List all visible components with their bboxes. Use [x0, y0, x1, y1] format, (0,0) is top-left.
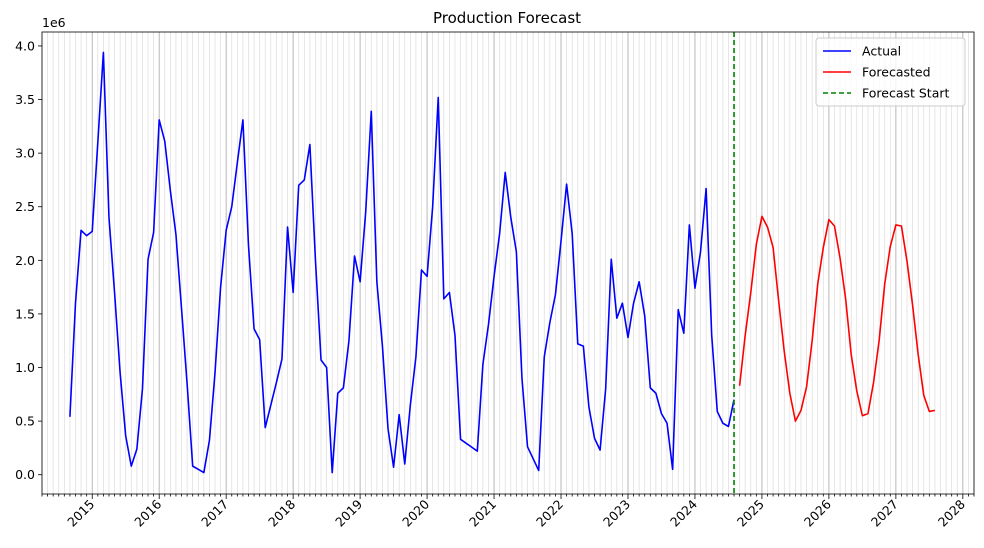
legend: Actual Forecasted Forecast Start: [815, 37, 966, 107]
y-tick-label: 3.0: [15, 146, 35, 161]
y-tick-label: 2.0: [15, 253, 35, 268]
y-tick-label: 2.5: [15, 199, 35, 214]
y-tick-label: 3.5: [15, 92, 35, 107]
y-offset-label: 1e6: [42, 15, 66, 30]
actual-series-line: [69, 51, 735, 474]
y-tick-label: 1.0: [15, 360, 35, 375]
y-tick-label: 0.0: [15, 467, 35, 482]
forecasted-series-line: [738, 215, 936, 422]
legend-box: [815, 37, 966, 107]
series-layer: [69, 32, 936, 494]
plot-frame: [41, 31, 975, 495]
legend-forecast-start-label: Forecast Start: [862, 86, 950, 101]
y-tick-label: 0.5: [15, 414, 35, 429]
y-tick-label: 1.5: [15, 306, 35, 321]
grid: [41, 32, 975, 494]
legend-forecasted-label: Forecasted: [862, 65, 931, 80]
legend-actual-label: Actual: [862, 44, 901, 59]
y-axis: 0.0 0.5 1.0 1.5 2.0 2.5 3.0 3.5 4.0: [15, 38, 42, 482]
chart-title: Production Forecast: [433, 9, 581, 27]
y-tick-label: 4.0: [15, 38, 35, 53]
